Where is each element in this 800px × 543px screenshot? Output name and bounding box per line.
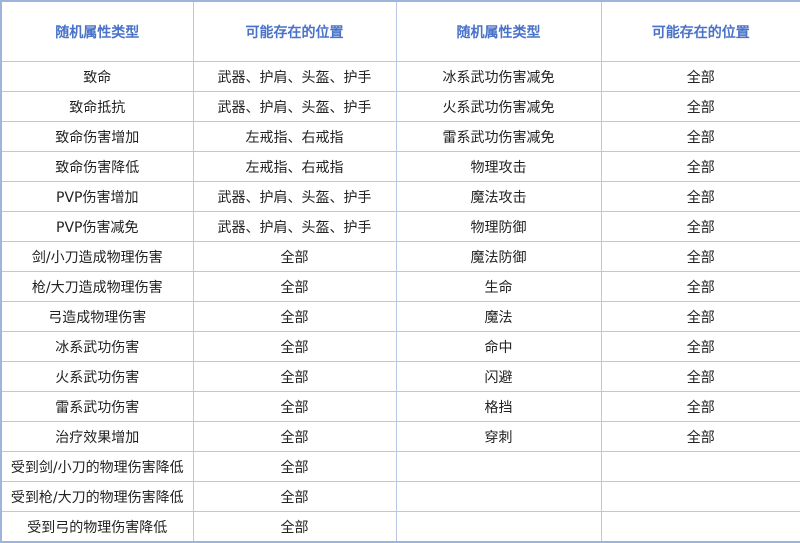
table-cell: PVP伤害减免	[0, 211, 194, 242]
table-cell: 全部	[192, 391, 397, 422]
table-cell	[600, 451, 800, 482]
table-cell: 全部	[192, 241, 397, 272]
table-cell	[395, 481, 602, 512]
table-cell: 全部	[600, 421, 800, 452]
table-cell: 火系武功伤害减免	[395, 91, 602, 122]
table-row: 致命抵抗 武器、护肩、头盔、护手 火系武功伤害减免 全部	[0, 91, 800, 122]
table-cell: 全部	[600, 361, 800, 392]
table-cell: 闪避	[395, 361, 602, 392]
table-cell: 全部	[600, 331, 800, 362]
table-cell	[600, 481, 800, 512]
table-cell: 致命	[0, 61, 194, 92]
table-row: 受到剑/小刀的物理伤害降低 全部	[0, 451, 800, 482]
table-cell: 全部	[192, 421, 397, 452]
header-cell: 随机属性类型	[0, 0, 194, 62]
table-cell: 武器、护肩、头盔、护手	[192, 181, 397, 212]
table-cell: 全部	[600, 121, 800, 152]
table-cell: 全部	[192, 301, 397, 332]
table-cell: 左戒指、右戒指	[192, 151, 397, 182]
table-cell	[395, 511, 602, 543]
table-cell: 火系武功伤害	[0, 361, 194, 392]
table-row: 致命 武器、护肩、头盔、护手 冰系武功伤害减免 全部	[0, 61, 800, 92]
table-cell: 全部	[600, 181, 800, 212]
table-row: 剑/小刀造成物理伤害 全部 魔法防御 全部	[0, 241, 800, 272]
table-cell: 全部	[600, 151, 800, 182]
table-row: 治疗效果增加 全部 穿刺 全部	[0, 421, 800, 452]
table-cell: 全部	[600, 91, 800, 122]
table-row: 致命伤害降低 左戒指、右戒指 物理攻击 全部	[0, 151, 800, 182]
table-cell: 全部	[192, 271, 397, 302]
table-cell: 剑/小刀造成物理伤害	[0, 241, 194, 272]
table-row: 冰系武功伤害 全部 命中 全部	[0, 331, 800, 362]
table-cell: 魔法攻击	[395, 181, 602, 212]
table-cell: 全部	[600, 391, 800, 422]
table-cell: 治疗效果增加	[0, 421, 194, 452]
table-cell: 冰系武功伤害减免	[395, 61, 602, 92]
header-row: 随机属性类型 可能存在的位置 随机属性类型 可能存在的位置	[0, 0, 800, 62]
table-cell: PVP伤害增加	[0, 181, 194, 212]
table-row: 受到弓的物理伤害降低 全部	[0, 511, 800, 543]
table-cell: 穿刺	[395, 421, 602, 452]
table-cell: 武器、护肩、头盔、护手	[192, 211, 397, 242]
table-cell: 致命伤害降低	[0, 151, 194, 182]
table-cell: 雷系武功伤害	[0, 391, 194, 422]
table-cell: 武器、护肩、头盔、护手	[192, 61, 397, 92]
table-cell: 全部	[192, 451, 397, 482]
table-cell: 全部	[600, 301, 800, 332]
table-cell: 命中	[395, 331, 602, 362]
table-cell: 魔法	[395, 301, 602, 332]
table-cell: 武器、护肩、头盔、护手	[192, 91, 397, 122]
table-cell: 受到枪/大刀的物理伤害降低	[0, 481, 194, 512]
table-cell: 受到剑/小刀的物理伤害降低	[0, 451, 194, 482]
table-cell: 冰系武功伤害	[0, 331, 194, 362]
table-cell: 全部	[192, 481, 397, 512]
table-cell: 生命	[395, 271, 602, 302]
table-cell: 左戒指、右戒指	[192, 121, 397, 152]
table-row: 受到枪/大刀的物理伤害降低 全部	[0, 481, 800, 512]
table-row: 雷系武功伤害 全部 格挡 全部	[0, 391, 800, 422]
table-row: 火系武功伤害 全部 闪避 全部	[0, 361, 800, 392]
table-row: 致命伤害增加 左戒指、右戒指 雷系武功伤害减免 全部	[0, 121, 800, 152]
table-row: 枪/大刀造成物理伤害 全部 生命 全部	[0, 271, 800, 302]
table-cell: 全部	[600, 241, 800, 272]
table-cell	[600, 511, 800, 543]
table-cell	[395, 451, 602, 482]
table-row: PVP伤害增加 武器、护肩、头盔、护手 魔法攻击 全部	[0, 181, 800, 212]
table-cell: 全部	[600, 61, 800, 92]
table-cell: 致命抵抗	[0, 91, 194, 122]
table-row: PVP伤害减免 武器、护肩、头盔、护手 物理防御 全部	[0, 211, 800, 242]
table-row: 弓造成物理伤害 全部 魔法 全部	[0, 301, 800, 332]
table-cell: 致命伤害增加	[0, 121, 194, 152]
header-cell: 可能存在的位置	[600, 0, 800, 62]
table-cell: 全部	[192, 511, 397, 543]
table-cell: 弓造成物理伤害	[0, 301, 194, 332]
table-cell: 受到弓的物理伤害降低	[0, 511, 194, 543]
table-cell: 全部	[600, 271, 800, 302]
table-cell: 物理防御	[395, 211, 602, 242]
header-cell: 随机属性类型	[395, 0, 602, 62]
table-cell: 雷系武功伤害减免	[395, 121, 602, 152]
table-cell: 全部	[192, 331, 397, 362]
header-cell: 可能存在的位置	[192, 0, 397, 62]
table-cell: 物理攻击	[395, 151, 602, 182]
table-cell: 全部	[600, 211, 800, 242]
table-cell: 枪/大刀造成物理伤害	[0, 271, 194, 302]
table-cell: 格挡	[395, 391, 602, 422]
table-cell: 魔法防御	[395, 241, 602, 272]
table-cell: 全部	[192, 361, 397, 392]
